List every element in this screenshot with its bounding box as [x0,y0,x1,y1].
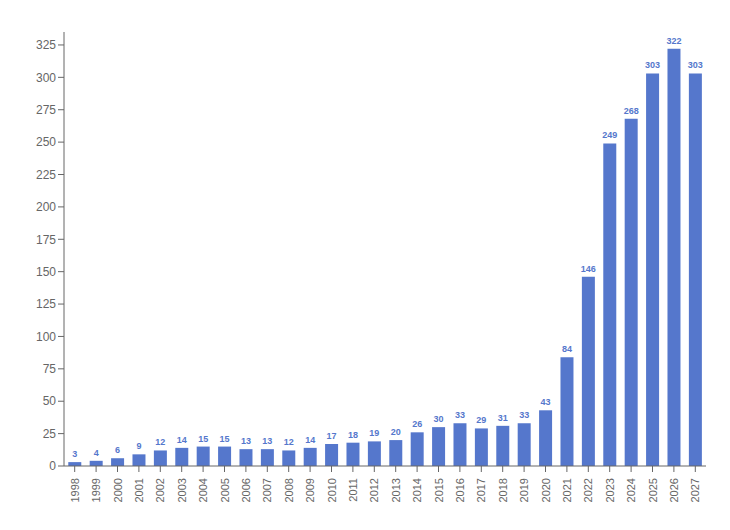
svg-text:2027: 2027 [689,478,701,502]
svg-text:150: 150 [36,265,56,279]
svg-text:268: 268 [624,106,639,116]
svg-text:18: 18 [348,430,358,440]
svg-text:14: 14 [305,435,315,445]
svg-text:2011: 2011 [347,478,359,502]
svg-text:250: 250 [36,135,56,149]
svg-text:20: 20 [391,427,401,437]
svg-text:2025: 2025 [647,478,659,502]
svg-text:31: 31 [498,413,508,423]
svg-text:300: 300 [36,71,56,85]
svg-text:2005: 2005 [219,478,231,502]
svg-text:3: 3 [72,449,77,459]
svg-text:75: 75 [43,362,57,376]
svg-text:25: 25 [43,427,57,441]
svg-text:125: 125 [36,297,56,311]
svg-text:2024: 2024 [625,478,637,502]
svg-text:200: 200 [36,200,56,214]
svg-text:15: 15 [198,434,208,444]
svg-text:29: 29 [476,415,486,425]
svg-text:33: 33 [519,410,529,420]
svg-text:17: 17 [327,431,337,441]
svg-text:2021: 2021 [561,478,573,502]
svg-text:4: 4 [94,448,99,458]
svg-text:2019: 2019 [518,478,530,502]
svg-text:303: 303 [688,60,703,70]
svg-text:19: 19 [369,428,379,438]
svg-text:2010: 2010 [326,478,338,502]
svg-text:43: 43 [541,397,551,407]
svg-text:2006: 2006 [240,478,252,502]
svg-text:9: 9 [136,441,141,451]
svg-text:12: 12 [284,437,294,447]
svg-text:30: 30 [434,414,444,424]
svg-text:225: 225 [36,168,56,182]
svg-text:6: 6 [115,445,120,455]
svg-text:100: 100 [36,330,56,344]
svg-text:2017: 2017 [475,478,487,502]
svg-text:2001: 2001 [133,478,145,502]
svg-text:0: 0 [49,459,56,473]
svg-text:175: 175 [36,233,56,247]
svg-text:15: 15 [220,434,230,444]
svg-text:2012: 2012 [368,478,380,502]
svg-text:2015: 2015 [433,478,445,502]
svg-text:322: 322 [666,36,681,46]
svg-text:1999: 1999 [90,478,102,502]
svg-text:2020: 2020 [540,478,552,502]
svg-text:1998: 1998 [69,478,81,502]
svg-text:2014: 2014 [411,478,423,502]
svg-text:2026: 2026 [668,478,680,502]
svg-text:2009: 2009 [304,478,316,502]
svg-text:2007: 2007 [261,478,273,502]
svg-text:12: 12 [155,437,165,447]
svg-text:303: 303 [645,60,660,70]
svg-text:2016: 2016 [454,478,466,502]
svg-text:50: 50 [43,394,57,408]
svg-text:13: 13 [262,436,272,446]
svg-text:2022: 2022 [582,478,594,502]
svg-text:275: 275 [36,103,56,117]
svg-text:146: 146 [581,264,596,274]
svg-text:33: 33 [455,410,465,420]
svg-text:2023: 2023 [604,478,616,502]
svg-text:26: 26 [412,419,422,429]
svg-text:2003: 2003 [176,478,188,502]
svg-text:2002: 2002 [154,478,166,502]
svg-text:2013: 2013 [390,478,402,502]
svg-text:325: 325 [36,38,56,52]
svg-text:2004: 2004 [197,478,209,502]
svg-text:2008: 2008 [283,478,295,502]
svg-text:13: 13 [241,436,251,446]
svg-text:2018: 2018 [497,478,509,502]
svg-text:2000: 2000 [112,478,124,502]
svg-text:249: 249 [602,130,617,140]
svg-text:14: 14 [177,435,187,445]
svg-text:84: 84 [562,344,572,354]
